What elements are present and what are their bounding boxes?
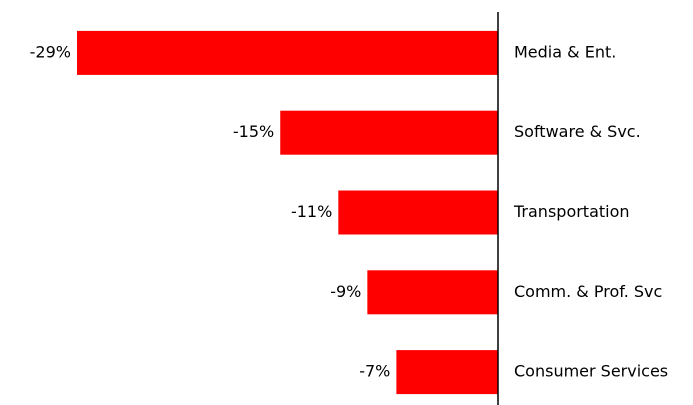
- category-label: Consumer Services: [514, 362, 668, 381]
- bar: [396, 350, 498, 395]
- value-label: -9%: [330, 282, 361, 301]
- category-label: Transportation: [513, 202, 630, 221]
- category-label: Comm. & Prof. Svc: [514, 282, 662, 301]
- bar: [338, 190, 498, 235]
- bar: [367, 270, 498, 315]
- category-label: Media & Ent.: [514, 42, 616, 61]
- value-label: -29%: [30, 42, 71, 61]
- bar: [77, 30, 498, 75]
- value-label: -7%: [359, 362, 390, 381]
- value-label: -15%: [233, 122, 274, 141]
- bar: [280, 110, 498, 155]
- category-label: Software & Svc.: [514, 122, 641, 141]
- value-label: -11%: [291, 202, 332, 221]
